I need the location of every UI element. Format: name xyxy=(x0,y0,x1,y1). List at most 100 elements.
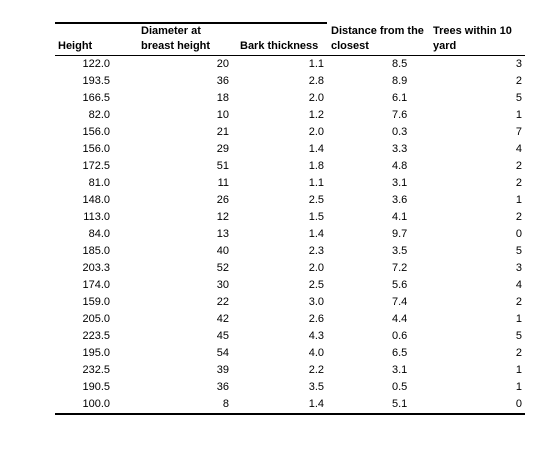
header-bark-line1 xyxy=(232,22,327,39)
cell-trees: 2 xyxy=(515,211,522,223)
cell-trees: 5 xyxy=(515,330,522,342)
cell-trees: 1 xyxy=(515,109,522,121)
cell-dbh: 21 xyxy=(216,126,229,138)
table-row: 223.5 45 4.3 0.6 5 xyxy=(55,328,525,345)
cell-dist: 8.9 xyxy=(392,75,408,87)
table-row: 159.0 22 3.0 7.4 2 xyxy=(55,294,525,311)
cell-trees: 3 xyxy=(515,58,522,70)
cell-trees: 1 xyxy=(515,194,522,206)
table-row: 82.0 10 1.2 7.6 1 xyxy=(55,107,525,124)
cell-height: 172.5 xyxy=(82,160,110,172)
cell-height: 193.5 xyxy=(82,75,110,87)
cell-dbh: 45 xyxy=(216,330,229,342)
cell-bark: 2.6 xyxy=(308,313,324,325)
header-dbh-line1: Diameter at xyxy=(135,22,232,39)
cell-bark: 2.0 xyxy=(308,92,324,104)
cell-bark: 3.0 xyxy=(308,296,324,308)
cell-trees: 2 xyxy=(515,75,522,87)
header-dbh-line2: breast height xyxy=(135,39,232,56)
cell-height: 205.0 xyxy=(82,313,110,325)
cell-trees: 3 xyxy=(515,262,522,274)
cell-bark: 2.8 xyxy=(308,75,324,87)
header-bark: Bark thickness xyxy=(232,39,327,56)
table-row: 185.0 40 2.3 3.5 5 xyxy=(55,243,525,260)
cell-trees: 7 xyxy=(515,126,522,138)
header-height-line1 xyxy=(55,22,135,39)
cell-dist: 4.4 xyxy=(392,313,408,325)
cell-trees: 0 xyxy=(515,228,522,240)
cell-trees: 2 xyxy=(515,160,522,172)
cell-bark: 2.3 xyxy=(308,245,324,257)
cell-dist: 5.1 xyxy=(327,396,432,415)
table-row: 205.0 42 2.6 4.4 1 xyxy=(55,311,525,328)
cell-bark: 1.5 xyxy=(308,211,324,223)
cell-bark: 1.2 xyxy=(308,109,324,121)
cell-height: 84.0 xyxy=(88,228,110,240)
cell-dbh: 11 xyxy=(217,177,229,189)
cell-height: 232.5 xyxy=(82,364,110,376)
cell-trees: 2 xyxy=(515,177,522,189)
cell-dbh: 40 xyxy=(216,245,229,257)
cell-dist: 0.3 xyxy=(392,126,408,138)
cell-trees: 1 xyxy=(515,364,522,376)
cell-bark: 2.5 xyxy=(308,279,324,291)
cell-dbh: 29 xyxy=(216,143,229,155)
cell-dbh: 12 xyxy=(216,211,229,223)
cell-dbh: 22 xyxy=(216,296,229,308)
cell-bark: 1.1 xyxy=(308,58,324,70)
cell-height: 100.0 xyxy=(55,396,135,415)
table-row: 148.0 26 2.5 3.6 1 xyxy=(55,192,525,209)
cell-bark: 3.5 xyxy=(308,381,324,393)
tree-measurements-table: Diameter at Distance from the Trees with… xyxy=(55,22,525,415)
cell-dbh: 52 xyxy=(216,262,229,274)
cell-height: 156.0 xyxy=(82,126,110,138)
cell-height: 148.0 xyxy=(82,194,110,206)
cell-dbh: 18 xyxy=(216,92,229,104)
table-row: 100.0 8 1.4 5.1 0 xyxy=(55,396,525,415)
cell-trees: 2 xyxy=(515,296,522,308)
cell-dbh: 13 xyxy=(216,228,229,240)
cell-height: 81.0 xyxy=(88,177,110,189)
table-row: 156.0 21 2.0 0.3 7 xyxy=(55,124,525,141)
cell-dist: 3.6 xyxy=(392,194,408,206)
cell-height: 203.3 xyxy=(82,262,110,274)
cell-trees: 4 xyxy=(515,279,522,291)
cell-dist: 8.5 xyxy=(392,58,408,70)
cell-dbh: 30 xyxy=(216,279,229,291)
cell-trees: 1 xyxy=(515,313,522,325)
cell-height: 166.5 xyxy=(82,92,110,104)
cell-dist: 0.6 xyxy=(392,330,408,342)
cell-trees: 1 xyxy=(515,381,522,393)
cell-height: 122.0 xyxy=(82,58,110,70)
cell-dbh: 20 xyxy=(216,58,229,70)
table-body: 122.0 20 1.1 8.5 3 193.5 36 2.8 8.9 2 166.5 18 2.0 6.… xyxy=(55,56,525,415)
cell-dist: 7.2 xyxy=(392,262,408,274)
cell-dist: 4.8 xyxy=(392,160,408,172)
cell-dist: 6.1 xyxy=(392,92,408,104)
table-row: 190.5 36 3.5 0.5 1 xyxy=(55,379,525,396)
table-row: 193.5 36 2.8 8.9 2 xyxy=(55,73,525,90)
cell-dbh: 51 xyxy=(216,160,229,172)
table-row: 203.3 52 2.0 7.2 3 xyxy=(55,260,525,277)
table-row: 172.5 51 1.8 4.8 2 xyxy=(55,158,525,175)
cell-dist: 3.1 xyxy=(392,364,408,376)
cell-dist: 6.5 xyxy=(392,347,408,359)
cell-dbh: 36 xyxy=(216,381,229,393)
header-dist-line2: closest xyxy=(327,39,432,56)
header-trees-line2: yard xyxy=(432,39,525,56)
table-row: 122.0 20 1.1 8.5 3 xyxy=(55,56,525,74)
cell-bark: 1.1 xyxy=(308,177,324,189)
data-table-container: Diameter at Distance from the Trees with… xyxy=(55,22,525,415)
cell-bark: 4.0 xyxy=(308,347,324,359)
cell-bark: 4.3 xyxy=(308,330,324,342)
cell-height: 195.0 xyxy=(82,347,110,359)
cell-height: 223.5 xyxy=(82,330,110,342)
header-row-line-1: Diameter at Distance from the Trees with… xyxy=(55,22,525,39)
cell-dist: 3.1 xyxy=(392,177,408,189)
cell-bark: 2.0 xyxy=(308,262,324,274)
cell-height: 159.0 xyxy=(82,296,110,308)
table-row: 84.0 13 1.4 9.7 0 xyxy=(55,226,525,243)
cell-height: 190.5 xyxy=(82,381,110,393)
cell-dbh: 42 xyxy=(216,313,229,325)
cell-trees: 4 xyxy=(515,143,522,155)
